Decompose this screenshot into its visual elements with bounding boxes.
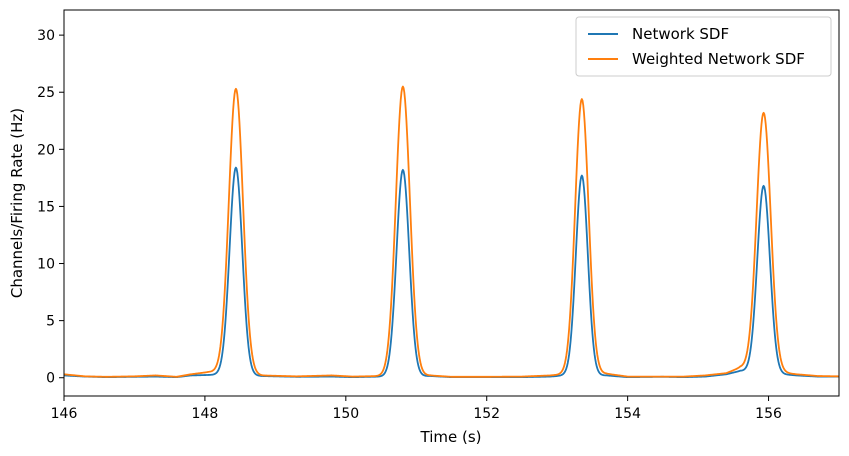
y-tick-label: 25 [37,85,55,101]
y-tick-label: 5 [46,314,55,330]
plot-frame [63,9,840,397]
legend: Network SDF Weighted Network SDF [575,16,832,77]
series-line-weighted-network-sdf [63,85,840,378]
legend-label: Weighted Network SDF [632,50,805,68]
y-tick-label: 15 [37,199,55,215]
series-layer [63,85,840,379]
x-tick-label: 156 [755,406,782,422]
x-tick-label: 148 [192,406,219,422]
legend-frame [575,16,832,77]
x-tick-label: 154 [614,406,641,422]
y-tick-label: 30 [37,28,55,44]
y-tick-label: 0 [46,371,55,387]
x-tick-label: 146 [51,406,78,422]
y-axis-label: Channels/Firing Rate (Hz) [8,108,26,298]
x-axis-label: Time (s) [420,428,482,446]
y-tick-label: 20 [37,142,55,158]
x-axis: 146 148 150 152 154 156 [51,396,782,422]
x-tick-label: 150 [332,406,359,422]
y-axis: 0 5 10 15 20 25 30 [37,28,64,387]
y-tick-label: 10 [37,257,55,273]
legend-label: Network SDF [632,25,729,43]
x-tick-label: 152 [473,406,500,422]
